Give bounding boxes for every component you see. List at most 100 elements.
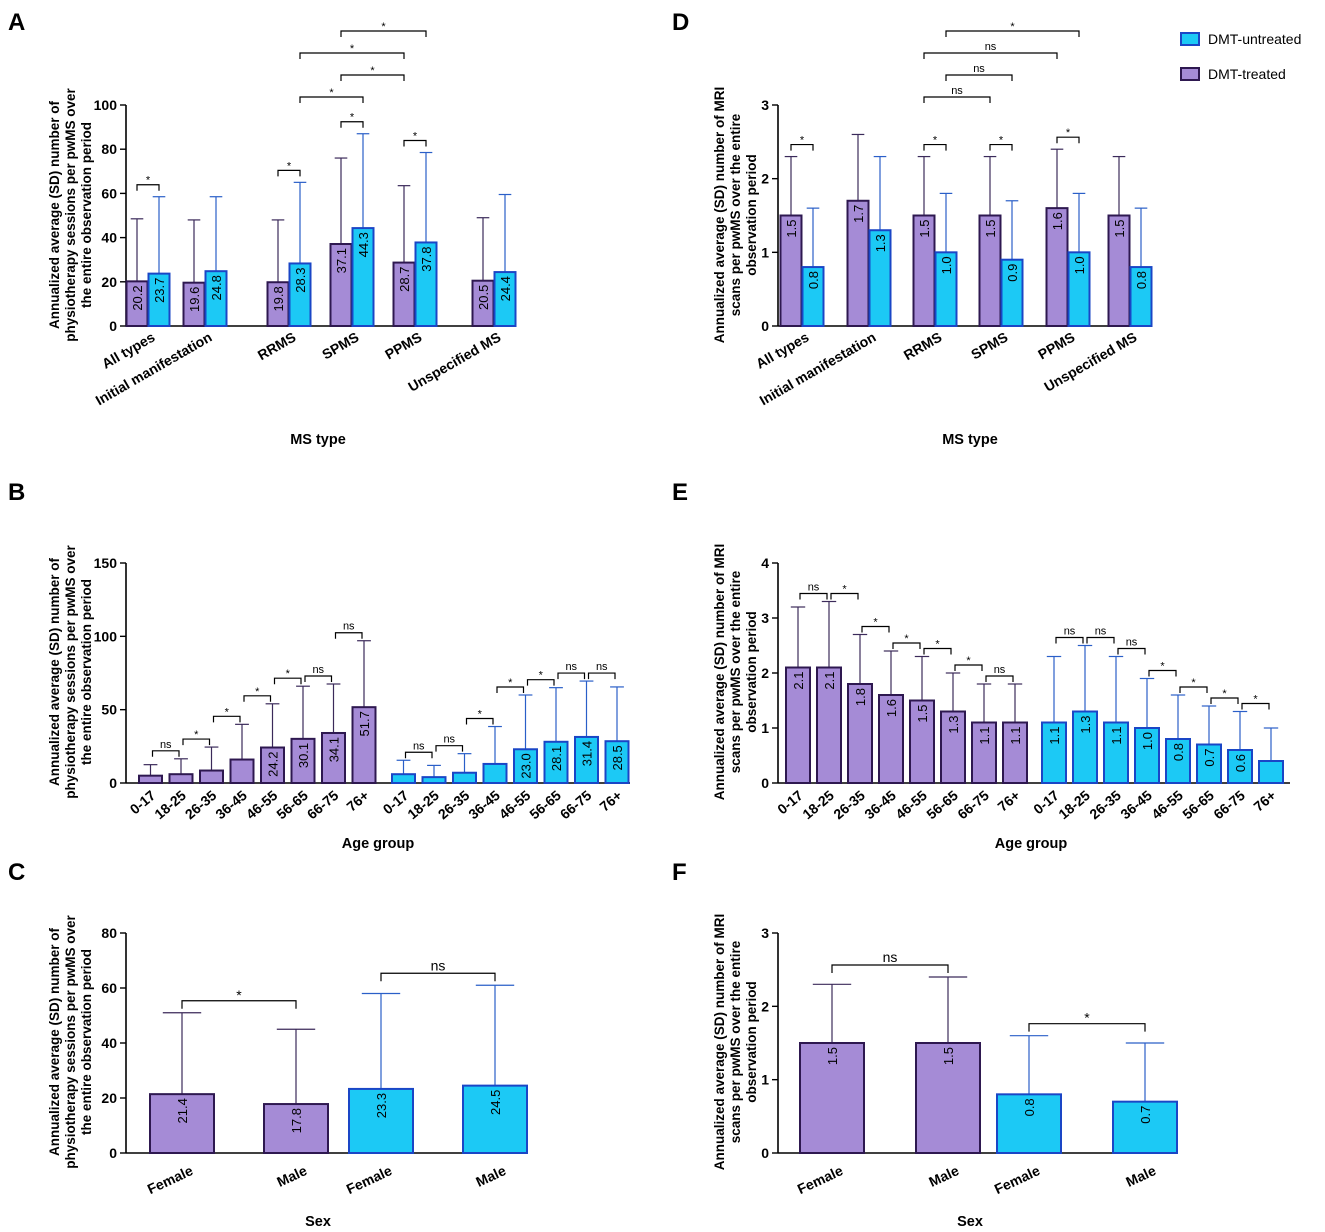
y-axis-label: Annualized average (SD) number of MRIsca…	[712, 914, 759, 1171]
bar-treated-5-value-label: 30.1	[296, 743, 311, 768]
bar-treated-0	[785, 666, 811, 784]
y-tick-label: 1	[761, 720, 769, 736]
sig-bracket-s1-4	[1179, 686, 1208, 693]
sig-bracket-7-label: *	[1010, 21, 1015, 33]
bar-untreated-1	[421, 776, 447, 785]
bar-untreated-2	[1103, 721, 1129, 784]
sig-bracket-1-label: *	[1084, 1010, 1090, 1026]
bar-untreated-1	[1072, 710, 1098, 784]
y-tick-label: 80	[101, 141, 117, 157]
sig-bracket-1-label: *	[933, 135, 938, 147]
bar-untreated-1-value-label: 1.3	[1078, 716, 1093, 734]
bar-untreated-0-value-label: 0.8	[1022, 1098, 1037, 1116]
y-tick-label: 80	[101, 925, 117, 941]
x-tick-label: 18-25	[404, 787, 442, 822]
bar-treated-5-value-label: 20.5	[476, 285, 491, 310]
bar-untreated-0	[801, 266, 825, 328]
bar-untreated-3-value-label: 44.3	[356, 232, 371, 257]
bar-untreated-1	[1112, 1100, 1178, 1154]
y-axis-label-line: Annualized average (SD) number of	[47, 100, 62, 329]
x-tick-label: 66-75	[304, 787, 342, 822]
bar-untreated-0-value-label: 1.1	[1047, 727, 1062, 745]
x-axis-label: MS type	[942, 432, 998, 448]
bar-treated-5	[290, 737, 316, 784]
sig-bracket-s0-5-label: ns	[312, 664, 324, 676]
sig-bracket-s1-4-label: *	[1191, 677, 1196, 689]
sig-bracket-s1-0	[1055, 636, 1084, 644]
x-tick-label: 76+	[1250, 787, 1278, 815]
bar-treated-4	[909, 699, 935, 784]
x-tick-label: All types	[753, 329, 812, 372]
sig-bracket-4	[923, 96, 991, 103]
panel-letter: A	[8, 9, 25, 36]
sig-bracket-s0-4-label: *	[935, 639, 940, 651]
x-axis-label: MS type	[290, 432, 346, 448]
bar-untreated-2-value-label: 1.0	[939, 256, 954, 274]
y-tick-label: 1	[761, 244, 769, 260]
sig-bracket-s1-1	[435, 745, 464, 752]
sig-bracket-s0-1	[182, 738, 211, 746]
x-tick-label: 56-65	[923, 787, 961, 822]
x-tick-label: SPMS	[319, 329, 361, 363]
x-tick-label: 66-75	[1210, 787, 1248, 822]
y-axis-label-line: the entire observation period	[79, 949, 94, 1135]
sig-bracket-2	[989, 143, 1013, 151]
x-tick-label: Female	[795, 1162, 846, 1197]
panel-letter: F	[672, 859, 687, 886]
sig-bracket-7-label: *	[381, 21, 386, 33]
bar-treated-4	[260, 746, 285, 784]
bar-treated-1	[263, 1103, 329, 1155]
sig-bracket-s1-3	[1148, 669, 1177, 677]
bar-treated-3	[229, 758, 255, 784]
x-tick-label: 66-75	[954, 787, 992, 822]
legend-item-treated[interactable]: DMT-treated	[1180, 63, 1325, 85]
y-tick-label: 3	[761, 610, 769, 626]
sig-bracket-s1-3-label: *	[508, 677, 513, 689]
sig-bracket-1	[277, 169, 301, 177]
bar-treated-3	[878, 694, 904, 784]
sig-bracket-s0-4	[273, 677, 302, 685]
sig-bracket-s0-1	[830, 592, 859, 600]
x-tick-label: PPMS	[1035, 329, 1077, 363]
y-axis-label-line: Annualized average (SD) number of	[47, 557, 62, 786]
y-tick-label: 100	[94, 97, 118, 113]
sig-bracket-s0-0-label: ns	[160, 739, 172, 751]
bar-treated-4-value-label: 1.5	[915, 705, 930, 723]
y-axis-label-line: Annualized average (SD) number of MRI	[712, 87, 727, 344]
x-tick-label: 46-55	[892, 787, 930, 822]
sig-bracket-4-label: *	[329, 87, 334, 99]
bar-untreated-0	[1041, 721, 1067, 784]
bar-treated-7-value-label: 1.1	[1008, 727, 1023, 745]
x-tick-label: 46-55	[496, 787, 534, 822]
y-axis-label-line: observation period	[744, 154, 759, 276]
bar-untreated-4	[1165, 738, 1191, 784]
bar-treated-5	[940, 710, 966, 784]
sig-bracket-s1-4	[526, 679, 555, 686]
bar-untreated-4-value-label: 37.8	[419, 246, 434, 271]
bar-treated-2-value-label: 1.5	[917, 220, 932, 238]
x-tick-label: 76+	[343, 787, 371, 815]
bar-treated-3-value-label: 1.5	[983, 220, 998, 238]
y-axis-label-line: observation period	[744, 981, 759, 1103]
sig-bracket-s1-2	[465, 717, 494, 725]
bar-treated-4-value-label: 24.2	[266, 752, 281, 777]
bar-treated-0-value-label: 21.4	[175, 1098, 190, 1123]
y-tick-label: 2	[761, 665, 769, 681]
sig-bracket-0	[136, 184, 160, 191]
legend-item-untreated[interactable]: DMT-untreated	[1180, 28, 1325, 50]
x-axis-label: Age group	[995, 836, 1068, 852]
legend-swatch-treated	[1180, 67, 1200, 81]
x-tick-label: 56-65	[526, 787, 564, 822]
x-tick-label: Male	[1123, 1162, 1158, 1190]
bar-treated-5-value-label: 1.3	[946, 716, 961, 734]
sig-bracket-s1-0-label: ns	[413, 740, 425, 752]
sig-bracket-s1-5	[1210, 697, 1239, 704]
y-axis-label-line: Annualized average (SD) number of MRI	[712, 544, 727, 801]
x-axis-label: Age group	[342, 836, 415, 852]
x-tick-label: 18-25	[799, 787, 837, 822]
sig-bracket-s1-1-label: ns	[443, 734, 455, 746]
y-axis-label-line: physiotherapy sessions per pwMS over	[63, 87, 78, 341]
sig-bracket-s0-0	[151, 750, 180, 757]
bar-untreated-3	[1000, 258, 1024, 328]
bar-treated-1-value-label: 17.8	[289, 1108, 304, 1133]
